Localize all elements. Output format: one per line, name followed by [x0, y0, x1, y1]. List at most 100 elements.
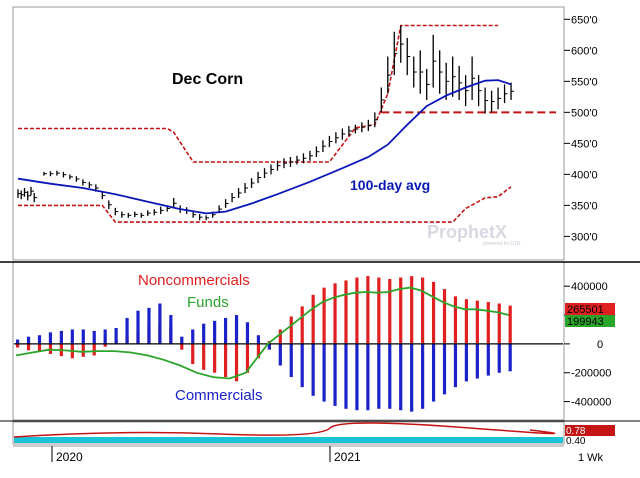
commercials-bar-11: [136, 310, 140, 344]
commercials-bar-29: [333, 343, 337, 406]
noncommercials-bar-36: [410, 276, 414, 344]
noncommercials-bar-42: [475, 300, 479, 344]
indicator-line: [13, 422, 556, 438]
commercials-bar-43: [486, 343, 490, 376]
noncommercials-bar-0: [16, 343, 20, 348]
commercials-bar-10: [125, 317, 129, 344]
commercials-bar-2: [37, 335, 42, 344]
commercials-bar-27: [311, 343, 315, 396]
price-y-tick-label-1: 600'0: [571, 45, 598, 57]
noncommercials-bar-44: [497, 303, 501, 344]
noncommercials-bar-35: [399, 277, 403, 344]
noncommercials-bar-1: [26, 343, 31, 351]
positions-y-tick-label-4: -400000: [571, 397, 611, 409]
noncommercials-bar-25: [289, 316, 293, 344]
noncommercials-bar-27: [311, 294, 315, 344]
price-y-tick-label-3: 500'0: [571, 107, 598, 119]
noncommercials-bar-15: [180, 343, 184, 350]
commercials-bar-33: [377, 343, 381, 409]
noncommercials-bar-41: [464, 299, 468, 344]
commercials-bar-26: [300, 343, 304, 388]
price-channel-lower: [18, 186, 512, 223]
commercials-bar-16: [191, 329, 195, 344]
noncommercials-last-value-flag: [565, 303, 615, 315]
commercials-bar-5: [70, 329, 74, 344]
price-y-tick-label-0: 650'0: [571, 14, 598, 26]
interval-label: 1 Wk: [578, 452, 604, 464]
commercials-bar-12: [147, 307, 151, 344]
moving-average-label: 100-day avg: [350, 177, 430, 193]
noncommercials-bar-32: [366, 276, 370, 344]
commercials-bar-4: [59, 330, 63, 344]
funds-last-value-flag: [565, 315, 615, 327]
noncommercials-bar-18: [213, 343, 217, 373]
price-y-tick-label-6: 350'0: [571, 200, 598, 212]
commercials-bar-8: [103, 329, 107, 344]
price-y-tick-label-4: 450'0: [571, 138, 598, 150]
commercials-bar-41: [464, 343, 468, 382]
noncommercials-bar-19: [223, 343, 228, 378]
time-tick-label-2020: 2020: [56, 450, 83, 464]
noncommercials-bar-7: [92, 343, 96, 356]
price-y-tick-label-7: 300'0: [571, 231, 598, 243]
commercials-bar-32: [366, 343, 370, 411]
noncommercials-bar-38: [431, 281, 436, 344]
commercials-bar-28: [322, 343, 326, 402]
indicator-last-value-flag: [565, 425, 615, 436]
commercials-bar-13: [158, 303, 162, 344]
positions-panel: 4000002000000-200000-400000: [14, 276, 611, 412]
moving-average-line: [17, 79, 512, 215]
commercials-bar-23: [267, 343, 271, 350]
watermark-sub: powered by DTN: [483, 241, 521, 247]
watermark: ProphetX: [427, 222, 507, 242]
noncommercials-bar-21: [245, 343, 250, 373]
indicator-lower-label: 0.40: [566, 436, 586, 447]
commercials-bar-35: [399, 343, 403, 411]
noncommercials-bar-45: [508, 305, 512, 344]
commercials-bar-1: [26, 336, 31, 344]
funds-line: [15, 286, 509, 380]
funds-label: Funds: [187, 294, 229, 311]
commercials-bar-3: [48, 332, 53, 344]
price-title: Dec Corn: [172, 71, 243, 88]
funds-last-value: 199943: [567, 316, 604, 328]
commercials-bar-21: [245, 322, 250, 344]
price-y-tick-label-2: 550'0: [571, 76, 598, 88]
commercials-bar-45: [508, 343, 512, 372]
commercials-bar-42: [475, 343, 479, 379]
noncommercials-bar-28: [322, 287, 326, 344]
noncommercials-bar-30: [344, 280, 348, 344]
noncommercials-bar-31: [355, 277, 359, 344]
noncommercials-bar-43: [486, 302, 490, 344]
indicator-upper-label: 0.78: [566, 426, 586, 437]
commercials-bar-34: [388, 343, 392, 409]
noncommercials-bar-29: [333, 283, 337, 344]
noncommercials-bar-16: [191, 343, 195, 365]
noncommercials-bar-39: [442, 289, 447, 344]
commercials-label: Commercials: [175, 387, 263, 404]
noncommercials-bar-37: [421, 277, 425, 344]
noncommercials-bar-17: [202, 343, 206, 370]
commercials-bar-18: [213, 320, 217, 344]
commercials-bar-9: [114, 328, 118, 344]
commercials-bar-24: [278, 343, 282, 366]
noncommercials-bar-26: [300, 306, 304, 344]
commercials-bar-6: [81, 329, 85, 344]
price-y-tick-label-5: 400'0: [571, 169, 598, 181]
commercials-bar-14: [169, 315, 173, 344]
positions-y-tick-label-0: 400000: [571, 281, 608, 293]
commercials-bar-7: [92, 330, 96, 344]
commercials-bar-36: [410, 343, 414, 412]
commercials-bar-0: [16, 339, 20, 344]
noncommercials-bar-20: [234, 343, 239, 382]
commercials-bar-31: [355, 343, 359, 411]
commercials-bar-22: [256, 335, 261, 344]
commercials-bar-15: [180, 336, 184, 344]
positions-y-tick-label-2: 0: [597, 339, 603, 351]
commercials-bar-38: [431, 343, 436, 402]
price-panel: 650'0 600'0 550'0 500'0 450'0 400'0 350'0 300'0: [17, 14, 598, 243]
positions-y-tick-label-3: -200000: [571, 368, 611, 380]
commercials-bar-40: [453, 343, 458, 388]
